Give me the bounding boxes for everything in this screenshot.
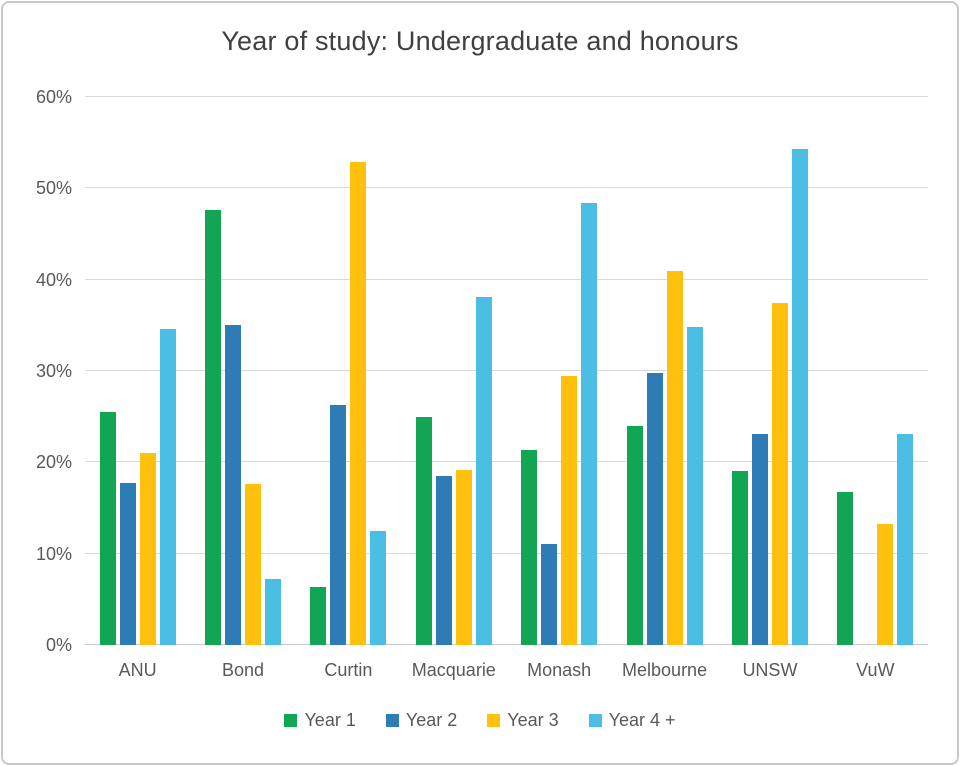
bar-groups-layer — [85, 97, 928, 645]
bar-year-3-VuW — [877, 523, 894, 645]
legend-label: Year 1 — [304, 710, 356, 730]
legend-item-year-4-+: Year 4 + — [588, 710, 676, 731]
gridline-20% — [85, 461, 928, 463]
x-axis-category-labels: ANU Bond Curtin Macquarie Monash Melbourne UNS… — [85, 660, 928, 681]
chart-title: Year of study: Undergraduate and honours — [221, 26, 739, 56]
bar-year-4-+-VuW — [897, 434, 914, 645]
legend-label: Year 4 + — [608, 710, 676, 730]
bar-year-3-UNSW — [771, 302, 788, 645]
y-tick-label-30%: 30% — [35, 361, 72, 381]
bar-year-1-ANU — [99, 412, 116, 645]
gridline-50% — [85, 187, 928, 189]
bar-year-3-Melbourne — [666, 270, 683, 645]
gridline-40% — [85, 278, 928, 280]
gridline-10% — [85, 552, 928, 554]
bar-year-1-UNSW — [731, 470, 748, 645]
bar-year-4-+-Monash — [581, 202, 598, 645]
x-category-label-VuW: VuW — [856, 660, 895, 680]
bar-year-1-Monash — [521, 449, 538, 645]
gridline-30% — [85, 370, 928, 371]
legend-swatch-icon — [385, 714, 399, 727]
gridline-0% — [85, 644, 928, 645]
bar-year-3-Bond — [245, 484, 262, 645]
legend-item-year-2: Year 2 — [385, 710, 458, 731]
x-category-label-UNSW: UNSW — [742, 660, 798, 680]
bar-year-3-ANU — [139, 453, 156, 645]
legend-swatch-icon — [588, 714, 602, 727]
bar-year-1-Bond — [205, 210, 222, 645]
x-category-label-Monash: Monash — [527, 660, 592, 680]
x-category-label-Macquarie: Macquarie — [411, 660, 496, 680]
bar-year-3-Curtin — [350, 161, 367, 645]
bar-year-1-Melbourne — [626, 425, 643, 645]
y-tick-label-60%: 60% — [35, 87, 72, 107]
bar-year-4-+-UNSW — [791, 149, 808, 645]
plot-area — [85, 96, 928, 645]
bar-year-2-Monash — [541, 543, 558, 645]
y-tick-label-40%: 40% — [35, 269, 72, 290]
bar-year-2-Bond — [225, 325, 242, 645]
y-tick-label-20%: 20% — [35, 452, 72, 473]
gridline-60% — [85, 96, 928, 97]
bar-year-4-+-Bond — [265, 579, 282, 645]
bar-year-1-Macquarie — [415, 416, 432, 645]
bar-group-UNSW — [717, 97, 822, 645]
bar-year-2-UNSW — [751, 434, 768, 645]
bar-year-2-Curtin — [330, 404, 347, 645]
bar-year-3-Macquarie — [455, 469, 472, 645]
legend-item-year-1: Year 1 — [284, 710, 356, 731]
y-tick-label-0%: 0% — [45, 635, 72, 655]
bar-year-3-Monash — [561, 375, 578, 645]
legend-label: Year 3 — [507, 710, 559, 730]
legend: Year 1 Year 2 Year 3 Year 4 + — [0, 710, 960, 731]
legend-label: Year 2 — [405, 710, 458, 730]
bar-year-4-+-Macquarie — [475, 297, 492, 645]
bar-group-Macquarie — [401, 97, 506, 645]
y-tick-label-50%: 50% — [35, 178, 72, 199]
y-tick-label-10%: 10% — [35, 543, 72, 564]
bar-group-ANU — [85, 97, 190, 645]
bar-year-4-+-Curtin — [370, 530, 387, 645]
bar-group-Melbourne — [612, 97, 717, 645]
y-axis-tick-labels: 0% 10% 20% 30% 40% 50% 60% — [0, 87, 72, 655]
x-category-label-ANU: ANU — [118, 660, 157, 680]
bar-year-4-+-ANU — [159, 329, 176, 645]
bar-group-Monash — [507, 97, 612, 645]
bar-year-2-ANU — [119, 483, 136, 645]
bar-year-2-Melbourne — [646, 372, 663, 645]
bar-group-Bond — [190, 97, 295, 645]
bar-year-4-+-Melbourne — [686, 327, 703, 645]
bar-group-Curtin — [296, 97, 401, 645]
legend-item-year-3: Year 3 — [487, 710, 559, 731]
legend-swatch-icon — [284, 714, 298, 727]
bar-year-2-Macquarie — [435, 476, 452, 645]
x-category-label-Melbourne: Melbourne — [622, 660, 708, 680]
x-category-label-Curtin: Curtin — [324, 660, 373, 680]
x-category-label-Bond: Bond — [222, 660, 265, 680]
bar-year-1-Curtin — [310, 587, 327, 645]
bar-year-1-VuW — [837, 492, 854, 645]
bar-group-VuW — [823, 97, 928, 645]
legend-swatch-icon — [487, 714, 501, 727]
